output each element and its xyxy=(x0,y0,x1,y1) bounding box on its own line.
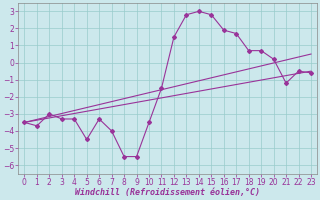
X-axis label: Windchill (Refroidissement éolien,°C): Windchill (Refroidissement éolien,°C) xyxy=(75,188,260,197)
